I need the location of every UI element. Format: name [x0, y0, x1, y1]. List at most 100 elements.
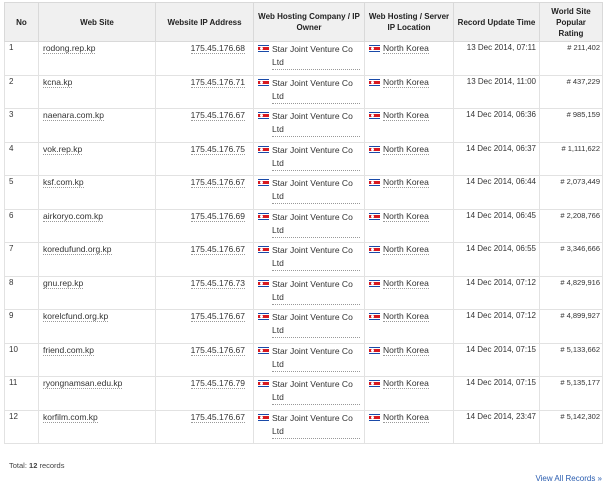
- north-korea-flag-icon: [369, 246, 380, 253]
- site-cell: airkoryo.com.kp: [38, 208, 156, 243]
- host-cell: Star Joint Venture Co Ltd: [253, 342, 365, 377]
- host-cell: Star Joint Venture Co Ltd: [253, 141, 365, 176]
- host-cell: Star Joint Venture Co Ltd: [253, 275, 365, 310]
- popularity-rank: # 2,073,449: [539, 175, 603, 210]
- location-link[interactable]: North Korea: [383, 177, 429, 188]
- ip-cell: 175.45.176.67: [155, 108, 254, 143]
- host-link[interactable]: Star Joint Venture Co Ltd: [272, 110, 360, 137]
- site-link[interactable]: kcna.kp: [43, 76, 73, 88]
- row-number: 4: [4, 141, 39, 176]
- north-korea-flag-icon: [369, 78, 380, 86]
- table-row: 11 ryongnamsan.edu.kp 175.45.176.79 Star Jo…: [4, 376, 603, 411]
- table-row: 7 koredufund.org.kp 175.45.176.67 Star Join…: [4, 242, 603, 277]
- ip-link[interactable]: 175.45.176.67: [190, 177, 245, 188]
- north-korea-flag-icon: [369, 212, 380, 220]
- row-number: 6: [4, 208, 39, 243]
- ip-link[interactable]: 175.45.176.67: [190, 344, 245, 356]
- header-host: Web Hosting Company / IP Owner: [253, 2, 365, 42]
- site-link[interactable]: ksf.com.kp: [43, 177, 84, 188]
- ip-cell: 175.45.176.67: [155, 175, 254, 210]
- header-site: Web Site: [38, 2, 156, 42]
- popularity-rank: # 3,346,666: [539, 242, 603, 277]
- popularity-rank: # 5,142,302: [539, 409, 603, 444]
- location-cell: North Korea: [364, 208, 454, 243]
- update-time: 14 Dec 2014, 07:15: [453, 342, 540, 377]
- north-korea-flag-icon: [369, 413, 380, 421]
- site-link[interactable]: gnu.rep.kp: [43, 277, 84, 289]
- ip-link[interactable]: 175.45.176.68: [190, 43, 245, 54]
- location-link[interactable]: North Korea: [383, 210, 429, 222]
- host-link[interactable]: Star Joint Venture Co Ltd: [272, 77, 360, 104]
- site-link[interactable]: naenara.com.kp: [43, 110, 104, 121]
- site-link[interactable]: airkoryo.com.kp: [43, 210, 103, 222]
- site-link[interactable]: koredufund.org.kp: [43, 244, 112, 255]
- host-link[interactable]: Star Joint Venture Co Ltd: [272, 177, 360, 204]
- site-cell: vok.rep.kp: [38, 141, 156, 176]
- location-cell: North Korea: [364, 41, 454, 76]
- ip-link[interactable]: 175.45.176.67: [190, 411, 245, 423]
- ip-link[interactable]: 175.45.176.73: [190, 277, 245, 289]
- site-cell: gnu.rep.kp: [38, 275, 156, 310]
- north-korea-flag-icon: [369, 112, 380, 119]
- websites-table: No Web Site Website IP Address Web Hosti…: [4, 2, 603, 444]
- update-time: 14 Dec 2014, 06:37: [453, 141, 540, 176]
- ip-link[interactable]: 175.45.176.67: [190, 311, 245, 322]
- site-link[interactable]: rodong.rep.kp: [43, 43, 96, 54]
- ip-link[interactable]: 175.45.176.67: [190, 110, 245, 121]
- location-link[interactable]: North Korea: [383, 43, 429, 54]
- north-korea-flag-icon: [369, 380, 380, 387]
- north-korea-flag-icon: [369, 313, 380, 320]
- site-cell: korelcfund.org.kp: [38, 309, 156, 344]
- location-link[interactable]: North Korea: [383, 244, 429, 255]
- site-link[interactable]: friend.com.kp: [43, 344, 95, 356]
- ip-link[interactable]: 175.45.176.75: [190, 143, 245, 155]
- location-link[interactable]: North Korea: [383, 110, 429, 121]
- location-link[interactable]: North Korea: [383, 277, 429, 289]
- host-cell: Star Joint Venture Co Ltd: [253, 242, 365, 277]
- ip-link[interactable]: 175.45.176.79: [190, 378, 245, 389]
- location-link[interactable]: North Korea: [383, 344, 429, 356]
- view-all-records-link[interactable]: View All Records »: [535, 474, 602, 483]
- total-records: Total: 12 records: [9, 461, 64, 470]
- popularity-rank: # 4,899,927: [539, 309, 603, 344]
- table-header-row: No Web Site Website IP Address Web Hosti…: [4, 2, 603, 42]
- location-cell: North Korea: [364, 141, 454, 176]
- host-cell: Star Joint Venture Co Ltd: [253, 208, 365, 243]
- host-link[interactable]: Star Joint Venture Co Ltd: [272, 43, 360, 70]
- host-link[interactable]: Star Joint Venture Co Ltd: [272, 211, 360, 238]
- row-number: 3: [4, 108, 39, 143]
- north-korea-flag-icon: [369, 179, 380, 186]
- table-row: 3 naenara.com.kp 175.45.176.67 Star Joint V…: [4, 108, 603, 143]
- location-cell: North Korea: [364, 275, 454, 310]
- location-link[interactable]: North Korea: [383, 311, 429, 322]
- site-cell: naenara.com.kp: [38, 108, 156, 143]
- table-row: 5 ksf.com.kp 175.45.176.67 Star Joint Ventu…: [4, 175, 603, 210]
- ip-link[interactable]: 175.45.176.71: [190, 76, 245, 88]
- site-cell: rodong.rep.kp: [38, 41, 156, 76]
- location-link[interactable]: North Korea: [383, 143, 429, 155]
- ip-link[interactable]: 175.45.176.67: [190, 244, 245, 255]
- host-link[interactable]: Star Joint Venture Co Ltd: [272, 144, 360, 171]
- site-link[interactable]: korfilm.com.kp: [43, 411, 98, 423]
- total-label: Total:: [9, 461, 27, 470]
- row-number: 8: [4, 275, 39, 310]
- site-link[interactable]: vok.rep.kp: [43, 143, 83, 155]
- site-cell: korfilm.com.kp: [38, 409, 156, 444]
- host-link[interactable]: Star Joint Venture Co Ltd: [272, 278, 360, 305]
- host-link[interactable]: Star Joint Venture Co Ltd: [272, 311, 360, 338]
- host-link[interactable]: Star Joint Venture Co Ltd: [272, 378, 360, 405]
- host-cell: Star Joint Venture Co Ltd: [253, 175, 365, 210]
- host-cell: Star Joint Venture Co Ltd: [253, 376, 365, 411]
- location-link[interactable]: North Korea: [383, 76, 429, 88]
- ip-link[interactable]: 175.45.176.69: [190, 210, 245, 222]
- table-row: 9 korelcfund.org.kp 175.45.176.67 Star Join…: [4, 309, 603, 344]
- site-link[interactable]: korelcfund.org.kp: [43, 311, 109, 322]
- location-link[interactable]: North Korea: [383, 411, 429, 423]
- host-link[interactable]: Star Joint Venture Co Ltd: [272, 412, 360, 439]
- location-link[interactable]: North Korea: [383, 378, 429, 389]
- site-link[interactable]: ryongnamsan.edu.kp: [43, 378, 123, 389]
- host-link[interactable]: Star Joint Venture Co Ltd: [272, 244, 360, 271]
- host-link[interactable]: Star Joint Venture Co Ltd: [272, 345, 360, 372]
- north-korea-flag-icon: [258, 246, 269, 253]
- location-cell: North Korea: [364, 309, 454, 344]
